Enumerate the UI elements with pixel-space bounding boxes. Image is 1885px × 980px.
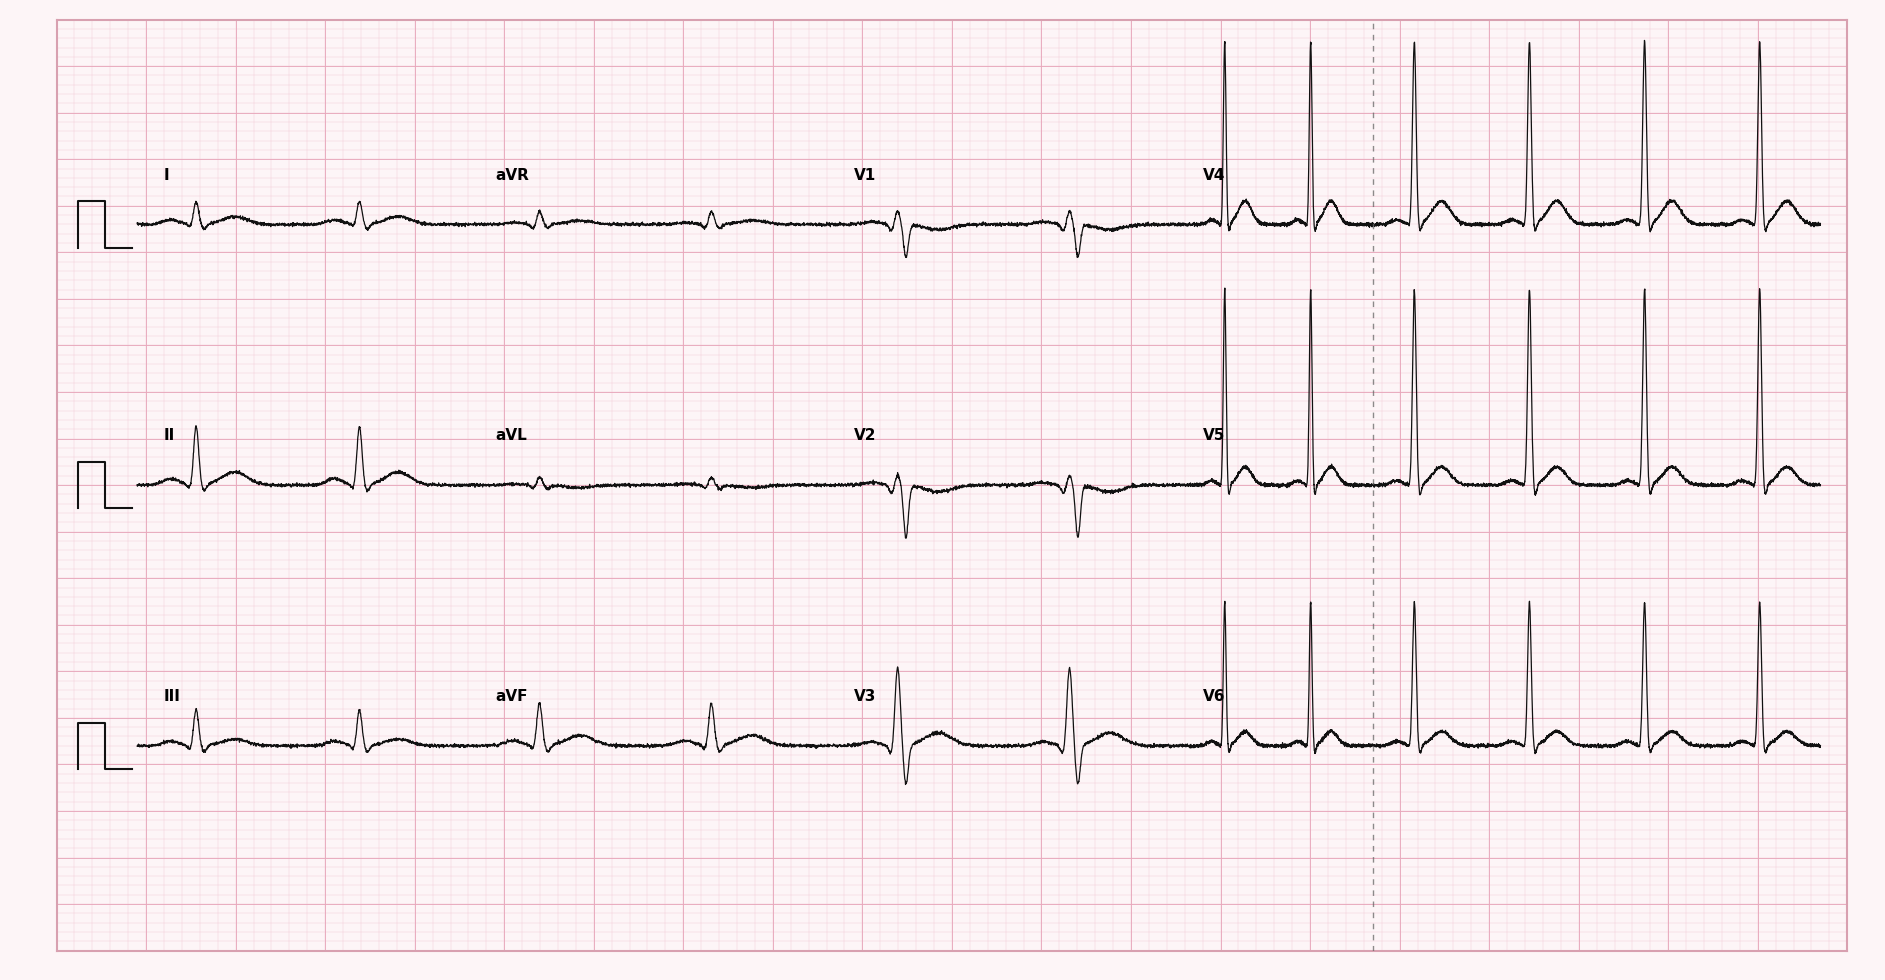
Text: V4: V4 — [1203, 168, 1225, 182]
Text: V3: V3 — [854, 689, 877, 704]
Text: V5: V5 — [1203, 428, 1225, 443]
Text: I: I — [164, 168, 170, 182]
Text: V1: V1 — [854, 168, 877, 182]
Text: II: II — [164, 428, 175, 443]
Text: V6: V6 — [1203, 689, 1225, 704]
Text: III: III — [164, 689, 181, 704]
Text: aVF: aVF — [496, 689, 528, 704]
Text: V2: V2 — [854, 428, 877, 443]
Text: aVL: aVL — [496, 428, 528, 443]
Text: aVR: aVR — [496, 168, 530, 182]
